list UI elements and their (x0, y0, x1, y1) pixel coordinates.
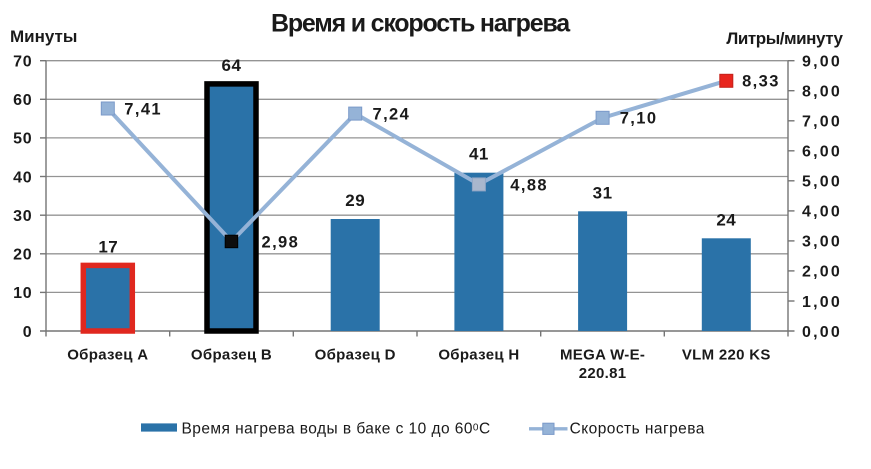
svg-text:60: 60 (13, 92, 32, 109)
svg-text:31: 31 (593, 183, 613, 202)
svg-text:0,00: 0,00 (802, 324, 842, 341)
svg-text:30: 30 (13, 208, 32, 225)
svg-text:64: 64 (222, 56, 242, 75)
svg-text:5,00: 5,00 (802, 174, 842, 191)
svg-text:4,88: 4,88 (510, 176, 548, 194)
svg-text:Образец D: Образец D (315, 347, 396, 364)
svg-text:8,00: 8,00 (802, 84, 842, 101)
svg-text:29: 29 (345, 191, 365, 210)
svg-text:6,00: 6,00 (802, 144, 842, 161)
svg-text:8,33: 8,33 (742, 73, 780, 91)
svg-text:Время и скорость нагрева: Время и скорость нагрева (271, 10, 571, 38)
svg-text:7,24: 7,24 (373, 105, 411, 123)
svg-text:4,00: 4,00 (802, 204, 842, 221)
svg-text:1,00: 1,00 (802, 294, 842, 311)
svg-text:Образец B: Образец B (191, 347, 272, 364)
svg-text:3,00: 3,00 (802, 234, 842, 251)
svg-text:7,41: 7,41 (124, 100, 162, 118)
svg-text:50: 50 (13, 131, 32, 148)
svg-text:Время нагрева воды в баке с 10: Время нагрева воды в баке с 10 до 600С (182, 421, 491, 438)
svg-text:220.81: 220.81 (579, 365, 627, 382)
svg-text:7,00: 7,00 (802, 114, 842, 131)
svg-text:MEGA W-E-: MEGA W-E- (560, 347, 645, 364)
svg-text:Образец H: Образец H (438, 347, 519, 364)
svg-text:24: 24 (716, 210, 736, 229)
svg-text:0: 0 (23, 324, 33, 341)
svg-text:17: 17 (98, 237, 118, 256)
svg-text:20: 20 (13, 247, 32, 264)
svg-text:2,00: 2,00 (802, 264, 842, 281)
svg-text:40: 40 (13, 169, 32, 186)
svg-text:10: 10 (13, 285, 32, 302)
svg-text:Литры/минуту: Литры/минуту (726, 29, 843, 48)
svg-text:70: 70 (13, 54, 32, 71)
svg-text:Образец A: Образец A (67, 347, 148, 364)
svg-text:41: 41 (469, 145, 489, 164)
svg-text:Скорость нагрева: Скорость нагрева (570, 421, 705, 438)
svg-text:9,00: 9,00 (802, 54, 842, 71)
svg-text:Минуты: Минуты (10, 27, 77, 46)
svg-text:VLM 220 KS: VLM 220 KS (682, 347, 771, 364)
svg-text:2,98: 2,98 (262, 233, 300, 251)
svg-text:7,10: 7,10 (620, 110, 658, 128)
